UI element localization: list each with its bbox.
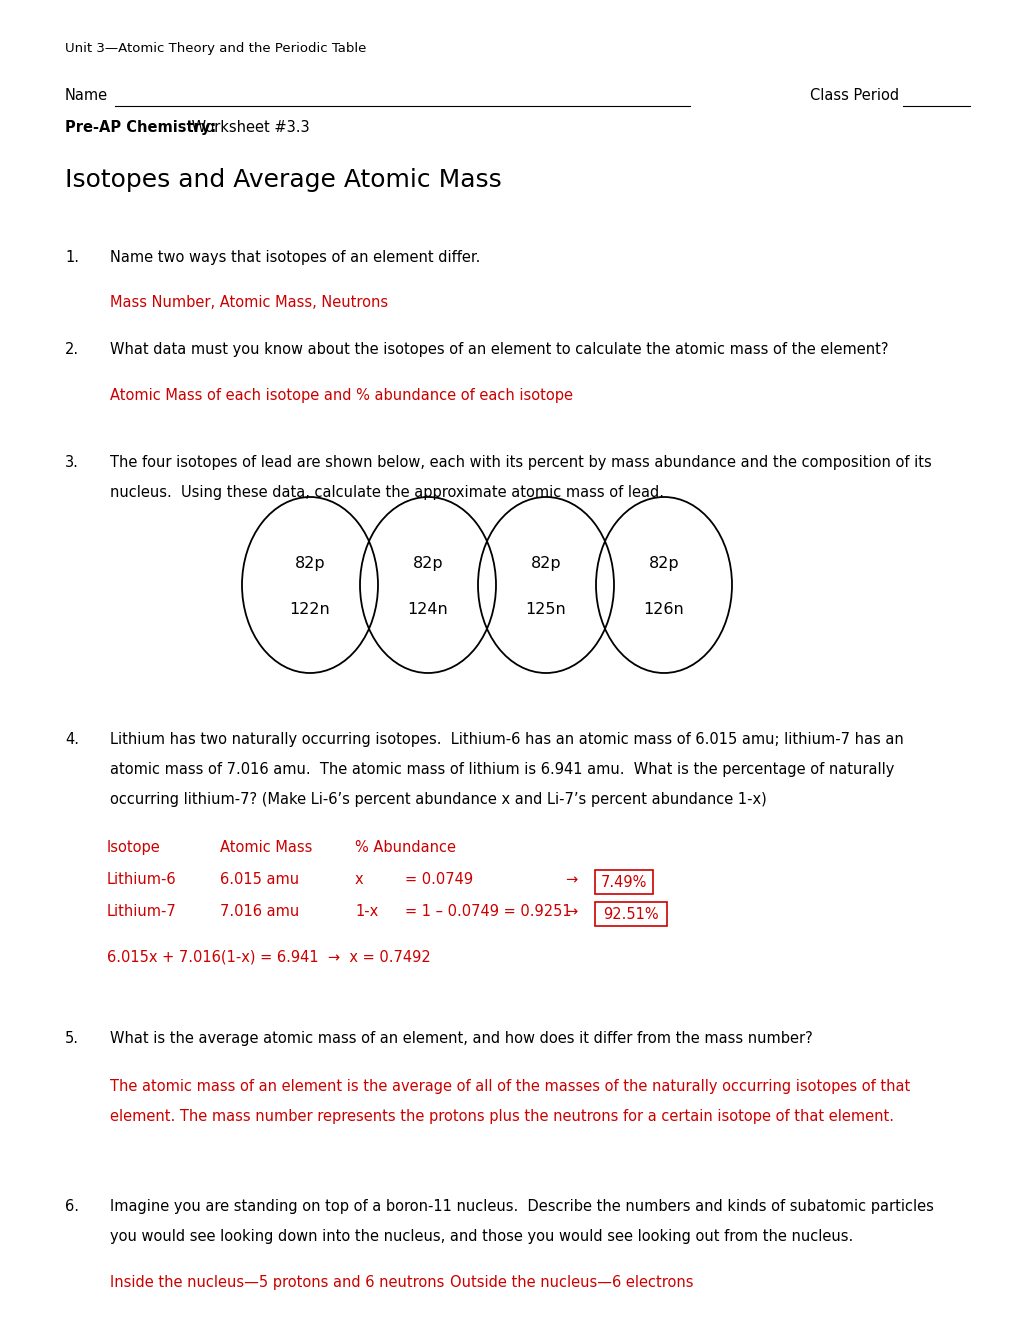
- Text: 3.: 3.: [65, 455, 78, 470]
- Text: % Abundance: % Abundance: [355, 840, 455, 855]
- Text: Isotopes and Average Atomic Mass: Isotopes and Average Atomic Mass: [65, 168, 501, 191]
- Text: Inside the nucleus—5 protons and 6 neutrons: Inside the nucleus—5 protons and 6 neutr…: [110, 1275, 444, 1290]
- Text: 6.015x + 7.016(1-x) = 6.941  →  x = 0.7492: 6.015x + 7.016(1-x) = 6.941 → x = 0.7492: [107, 949, 430, 964]
- Text: The four isotopes of lead are shown below, each with its percent by mass abundan: The four isotopes of lead are shown belo…: [110, 455, 930, 470]
- Text: = 0.0749: = 0.0749: [405, 873, 473, 887]
- Text: Lithium-7: Lithium-7: [107, 904, 176, 919]
- Text: Class Period: Class Period: [809, 88, 898, 103]
- Text: atomic mass of 7.016 amu.  The atomic mass of lithium is 6.941 amu.  What is the: atomic mass of 7.016 amu. The atomic mas…: [110, 762, 894, 777]
- Text: Unit 3—Atomic Theory and the Periodic Table: Unit 3—Atomic Theory and the Periodic Ta…: [65, 42, 366, 55]
- Text: 4.: 4.: [65, 733, 78, 747]
- Text: Name two ways that isotopes of an element differ.: Name two ways that isotopes of an elemen…: [110, 249, 480, 265]
- Text: 6.: 6.: [65, 1199, 78, 1214]
- Text: x: x: [355, 873, 363, 887]
- Text: 122n: 122n: [289, 602, 330, 618]
- Text: nucleus.  Using these data, calculate the approximate atomic mass of lead.: nucleus. Using these data, calculate the…: [110, 484, 663, 500]
- Text: 7.016 amu: 7.016 amu: [220, 904, 299, 919]
- Text: 5.: 5.: [65, 1031, 78, 1045]
- Text: 82p: 82p: [648, 556, 679, 570]
- Text: 2.: 2.: [65, 342, 79, 356]
- Text: Isotope: Isotope: [107, 840, 161, 855]
- Text: Name: Name: [65, 88, 108, 103]
- Text: 1-x: 1-x: [355, 904, 378, 919]
- Text: element. The mass number represents the protons plus the neutrons for a certain : element. The mass number represents the …: [110, 1109, 893, 1125]
- Text: 6.015 amu: 6.015 amu: [220, 873, 299, 887]
- Text: 82p: 82p: [530, 556, 560, 570]
- Text: 82p: 82p: [294, 556, 325, 570]
- Text: Imagine you are standing on top of a boron-11 nucleus.  Describe the numbers and: Imagine you are standing on top of a bor…: [110, 1199, 933, 1214]
- Text: 92.51%: 92.51%: [602, 907, 658, 921]
- Text: Atomic Mass: Atomic Mass: [220, 840, 312, 855]
- Text: occurring lithium-7? (Make Li-6’s percent abundance x and Li-7’s percent abundan: occurring lithium-7? (Make Li-6’s percen…: [110, 792, 766, 807]
- Text: →: →: [565, 873, 577, 887]
- Text: 1.: 1.: [65, 249, 78, 265]
- Bar: [594, 902, 666, 927]
- Text: The atomic mass of an element is the average of all of the masses of the natural: The atomic mass of an element is the ave…: [110, 1078, 909, 1094]
- Bar: [594, 870, 652, 894]
- Text: 124n: 124n: [408, 602, 448, 618]
- Text: you would see looking down into the nucleus, and those you would see looking out: you would see looking down into the nucl…: [110, 1229, 853, 1243]
- Text: 82p: 82p: [413, 556, 443, 570]
- Text: What is the average atomic mass of an element, and how does it differ from the m: What is the average atomic mass of an el…: [110, 1031, 812, 1045]
- Text: Pre-AP Chemistry:: Pre-AP Chemistry:: [65, 120, 216, 135]
- Text: Atomic Mass of each isotope and % abundance of each isotope: Atomic Mass of each isotope and % abunda…: [110, 388, 573, 403]
- Text: Outside the nucleus—6 electrons: Outside the nucleus—6 electrons: [449, 1275, 693, 1290]
- Text: →: →: [565, 904, 577, 919]
- Text: 126n: 126n: [643, 602, 684, 618]
- Text: Lithium has two naturally occurring isotopes.  Lithium-6 has an atomic mass of 6: Lithium has two naturally occurring isot…: [110, 733, 903, 747]
- Text: 7.49%: 7.49%: [600, 875, 646, 890]
- Text: 125n: 125n: [525, 602, 566, 618]
- Text: Lithium-6: Lithium-6: [107, 873, 176, 887]
- Text: Mass Number, Atomic Mass, Neutrons: Mass Number, Atomic Mass, Neutrons: [110, 294, 388, 310]
- Text: What data must you know about the isotopes of an element to calculate the atomic: What data must you know about the isotop…: [110, 342, 888, 356]
- Text: = 1 – 0.0749 = 0.9251: = 1 – 0.0749 = 0.9251: [405, 904, 571, 919]
- Text: Worksheet #3.3: Worksheet #3.3: [186, 120, 310, 135]
